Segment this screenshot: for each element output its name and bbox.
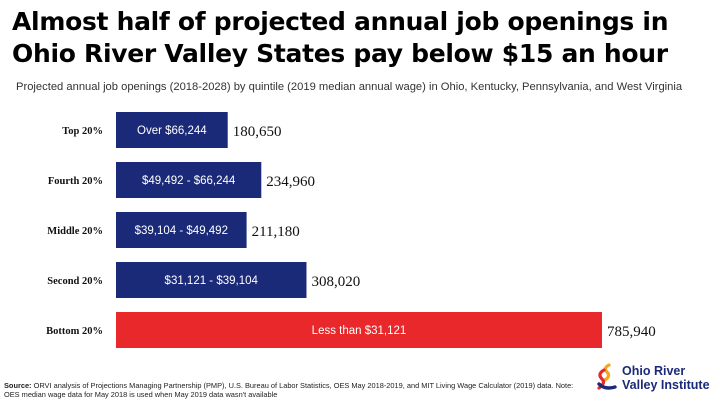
river-swoosh-icon [597, 363, 617, 390]
data-label: 308,020 [311, 274, 360, 290]
logo-line-1: Ohio River [622, 364, 686, 378]
logo-line-2: Valley Institute [622, 378, 710, 392]
data-label: 234,960 [266, 174, 315, 190]
bar [116, 212, 247, 248]
bar-wage-label: $49,492 - $66,244 [142, 175, 236, 187]
category-label: Fourth 20% [48, 176, 103, 187]
chart-title: Almost half of projected annual job open… [12, 6, 712, 70]
ohio-river-valley-institute-logo: Ohio River Valley Institute [592, 360, 718, 400]
category-label: Second 20% [47, 276, 103, 287]
bar-wage-label: Less than $31,121 [312, 325, 407, 337]
bar [116, 112, 228, 148]
bar [116, 312, 602, 348]
bar [116, 262, 307, 298]
source-note: Source: ORVI analysis of Projections Man… [4, 381, 574, 399]
data-label: 211,180 [252, 224, 300, 240]
category-label: Top 20% [62, 126, 103, 137]
bar-wage-label: $39,104 - $49,492 [135, 225, 228, 237]
bar-wage-label: Over $66,244 [137, 125, 207, 137]
chart-title-line-2: Ohio River Valley States pay below $15 a… [12, 39, 668, 68]
source-label: Source: [4, 381, 32, 390]
data-label: 180,650 [233, 124, 282, 140]
bar-wage-label: $31,121 - $39,104 [165, 275, 259, 287]
bar-chart: Top 20% Over $66,244 180,650 Fourth 20% $49,… [46, 112, 656, 348]
chart-subtitle: Projected annual job openings (2018-2028… [16, 81, 683, 93]
bar [116, 162, 262, 198]
chart-title-line-1: Almost half of projected annual job open… [12, 7, 669, 36]
category-label: Middle 20% [47, 226, 103, 237]
data-label: 785,940 [607, 324, 656, 340]
category-label: Bottom 20% [46, 326, 103, 337]
source-text: ORVI analysis of Projections Managing Pa… [4, 381, 574, 399]
